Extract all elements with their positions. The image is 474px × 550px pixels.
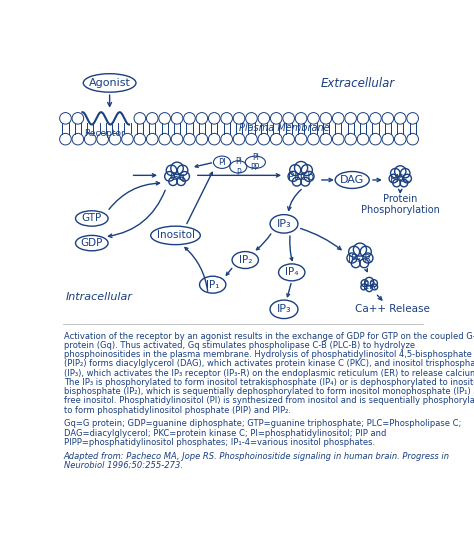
Text: ER: ER <box>363 281 376 291</box>
Text: Neurobiol 1996;50:255-273.: Neurobiol 1996;50:255-273. <box>64 461 183 470</box>
Text: phosphoinositides in the plasma membrane. Hydrolysis of phosphatidylinositol 4,5: phosphoinositides in the plasma membrane… <box>64 350 472 359</box>
Text: Activation of the receptor by an agonist results in the exchange of GDP for GTP : Activation of the receptor by an agonist… <box>64 332 474 340</box>
Text: DAG: DAG <box>340 175 365 185</box>
Text: IP₁: IP₁ <box>206 280 219 290</box>
Text: IP₄: IP₄ <box>285 267 299 277</box>
Text: PI
P: PI P <box>235 157 242 177</box>
Text: protein (Gq). Thus activated, Gq stimulates phospholipase C-B (PLC-B) to hydroly: protein (Gq). Thus activated, Gq stimula… <box>64 341 415 350</box>
Text: Agonist: Agonist <box>89 78 130 88</box>
Text: PKC: PKC <box>390 174 411 184</box>
Text: Ca++ Release: Ca++ Release <box>355 304 430 314</box>
Text: Gq=G protein; GDP=guanine diphosphate; GTP=guanine triphosphate; PLC=Phospholipa: Gq=G protein; GDP=guanine diphosphate; G… <box>64 420 461 428</box>
Text: PI
PP: PI PP <box>251 152 260 172</box>
Text: Inositol: Inositol <box>156 230 194 240</box>
Text: bisphosphate (IP₂), which is sequentially dephosphorylated to form inositol mono: bisphosphate (IP₂), which is sequentiall… <box>64 387 474 396</box>
Text: DAG=diacylglycerol; PKC=protein kinase C; PI=phosphatidylinositol; PIP and: DAG=diacylglycerol; PKC=protein kinase C… <box>64 428 386 438</box>
Text: Intracellular: Intracellular <box>65 292 132 302</box>
Text: The IP₃ is phosphorylated to form inositol tetrakisphosphate (IP₄) or is dephosp: The IP₃ is phosphorylated to form inosit… <box>64 378 474 387</box>
Text: Receptor: Receptor <box>84 129 125 138</box>
Text: free inositol. Phosphatidylinositol (PI) is synthesized from inositol and is seq: free inositol. Phosphatidylinositol (PI)… <box>64 397 474 405</box>
Text: (PIP₂) forms diacylglycerol (DAG), which activates protein kinase C (PKC), and i: (PIP₂) forms diacylglycerol (DAG), which… <box>64 359 474 369</box>
Text: Adapted from: Pacheco MA, Jope RS. Phosphoinositide signaling in human brain. Pr: Adapted from: Pacheco MA, Jope RS. Phosp… <box>64 452 450 461</box>
Text: to form phosphatidylinositol phosphate (PIP) and PIP₂.: to form phosphatidylinositol phosphate (… <box>64 405 291 415</box>
Text: Extracellular: Extracellular <box>320 77 395 90</box>
Text: IP₃: IP₃ <box>277 304 292 314</box>
Text: IP₂: IP₂ <box>238 255 252 265</box>
Text: (IP₃), which activates the IP₃ receptor (IP₃-R) on the endoplasmic reticulum (ER: (IP₃), which activates the IP₃ receptor … <box>64 368 474 378</box>
Text: PI: PI <box>218 158 226 167</box>
Text: IP₃-R: IP₃-R <box>348 254 372 263</box>
Text: Protein
Phosphorylation: Protein Phosphorylation <box>361 194 440 216</box>
Text: GDP: GDP <box>81 238 103 248</box>
Text: GTP: GTP <box>82 213 102 223</box>
Text: PIPP=phosphatidylinositol phosphates; IP₁-4=various inositol phosphates.: PIPP=phosphatidylinositol phosphates; IP… <box>64 438 375 447</box>
Text: PLCb: PLCb <box>288 172 314 182</box>
Text: IP₃: IP₃ <box>277 219 292 229</box>
Text: Gq: Gq <box>169 172 185 182</box>
Text: Plasma Membrane: Plasma Membrane <box>239 123 329 133</box>
